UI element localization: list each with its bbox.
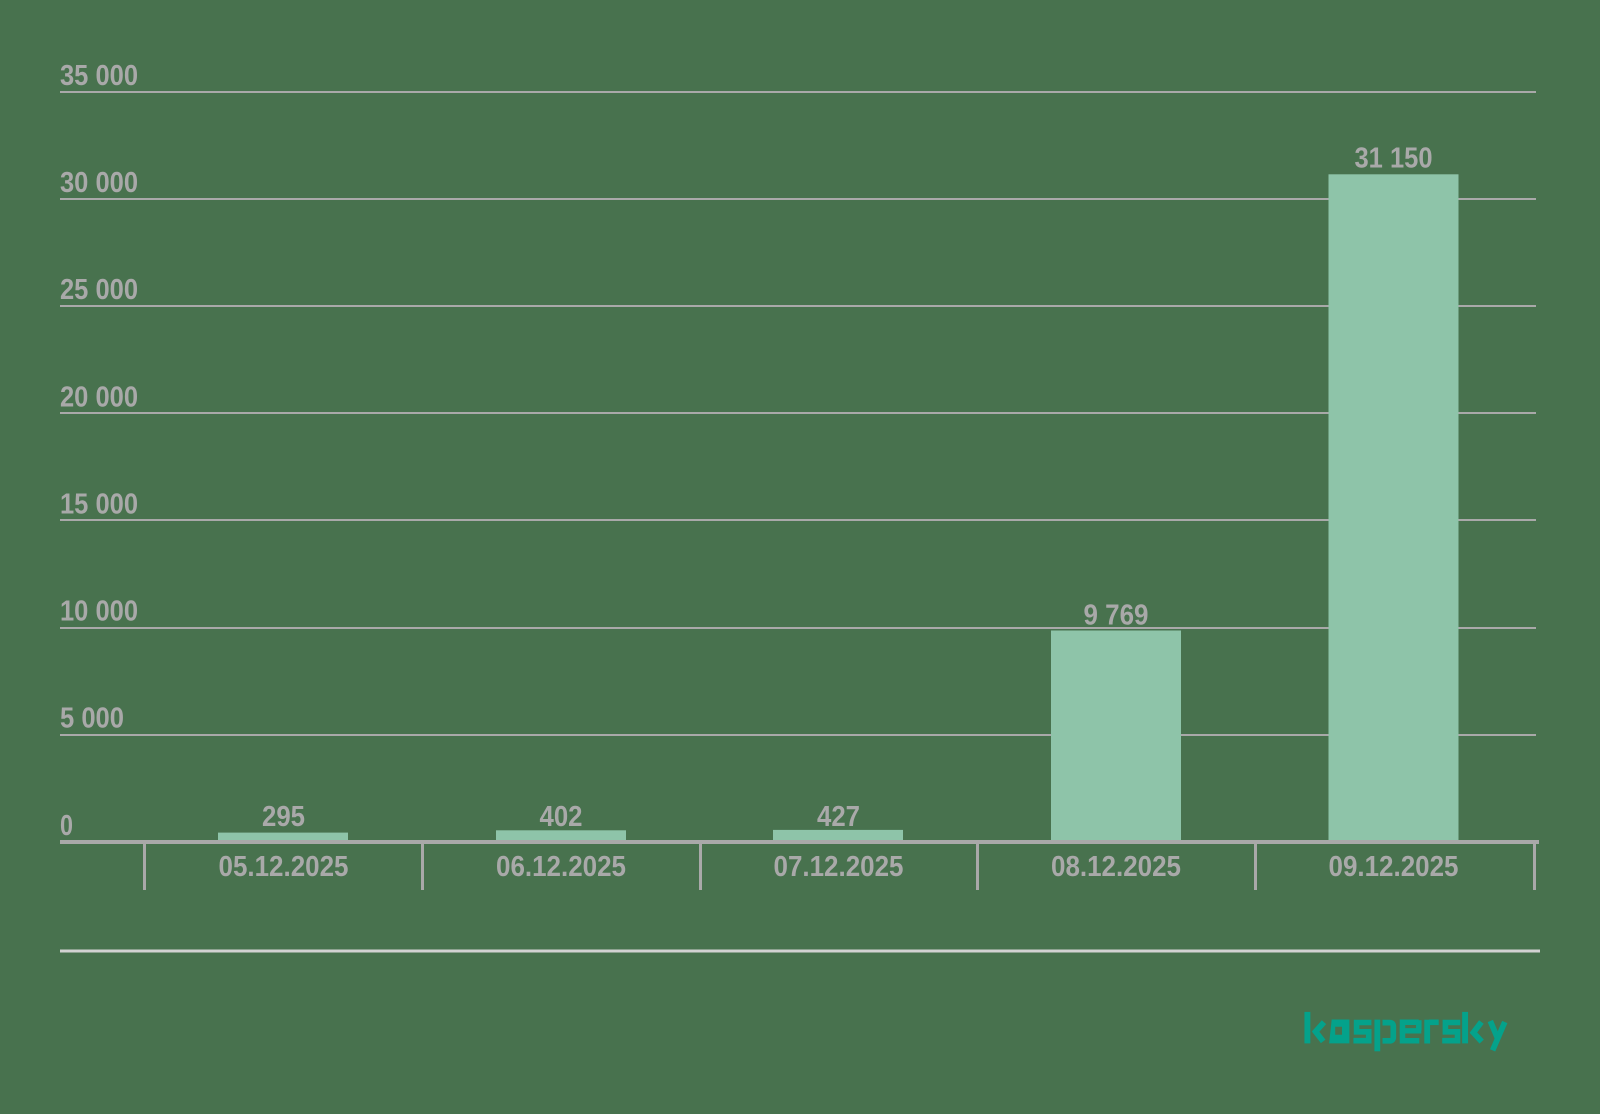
svg-text:402: 402 xyxy=(540,801,583,833)
svg-text:10 000: 10 000 xyxy=(60,596,138,628)
svg-text:15 000: 15 000 xyxy=(60,488,138,520)
svg-text:07.12.2025: 07.12.2025 xyxy=(774,851,904,883)
svg-text:05.12.2025: 05.12.2025 xyxy=(219,851,349,883)
svg-text:06.12.2025: 06.12.2025 xyxy=(496,851,626,883)
svg-text:427: 427 xyxy=(817,801,860,833)
svg-text:0: 0 xyxy=(60,810,73,842)
svg-text:08.12.2025: 08.12.2025 xyxy=(1051,851,1181,883)
svg-text:31 150: 31 150 xyxy=(1355,143,1433,175)
svg-text:35 000: 35 000 xyxy=(60,60,138,92)
svg-text:09.12.2025: 09.12.2025 xyxy=(1329,851,1459,883)
svg-text:295: 295 xyxy=(262,801,305,833)
svg-text:20 000: 20 000 xyxy=(60,381,138,413)
svg-text:30 000: 30 000 xyxy=(60,167,138,199)
svg-text:5 000: 5 000 xyxy=(60,703,124,735)
svg-text:25 000: 25 000 xyxy=(60,274,138,306)
svg-text:9 769: 9 769 xyxy=(1084,600,1149,632)
